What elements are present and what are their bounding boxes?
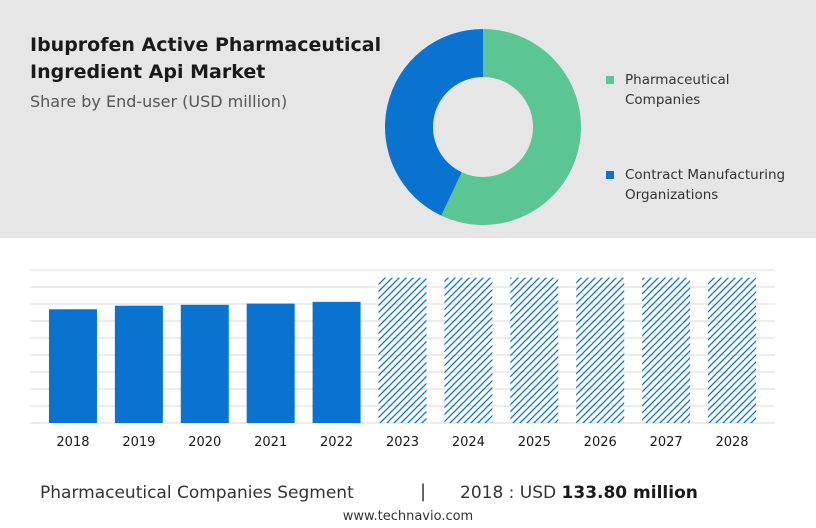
legend-swatch xyxy=(606,171,614,179)
donut-chart xyxy=(385,29,581,225)
value-amount: 133.80 million xyxy=(561,483,698,503)
bar-forecast xyxy=(510,277,559,423)
x-tick-label: 2018 xyxy=(56,435,89,450)
chart-subtitle: Share by End-user (USD million) xyxy=(30,92,288,111)
donut-slice xyxy=(385,29,483,216)
x-tick-label: 2027 xyxy=(650,435,683,450)
bar xyxy=(114,305,163,423)
bar-forecast xyxy=(576,277,625,423)
bar-forecast xyxy=(708,277,757,423)
x-tick-label: 2023 xyxy=(386,435,419,450)
x-tick-label: 2021 xyxy=(254,435,287,450)
bar-forecast xyxy=(378,277,427,423)
x-tick-label: 2022 xyxy=(320,435,353,450)
segment-value: 2018 : USD 133.80 million xyxy=(460,483,698,503)
footer-separator: | xyxy=(420,481,427,502)
source-url: www.technavio.com xyxy=(342,509,474,524)
donut-slice xyxy=(441,29,581,225)
segment-label: Pharmaceutical Companies Segment xyxy=(40,483,354,503)
value-prefix: 2018 : USD xyxy=(460,483,557,503)
bar-chart: 2018 2019 2020 2021 2022 2023 2024 2025 2026 2027… xyxy=(30,269,775,450)
x-tick-label: 2028 xyxy=(715,435,748,450)
bar xyxy=(48,309,97,423)
x-tick-label: 2026 xyxy=(584,435,617,450)
bar xyxy=(312,301,361,423)
bar-forecast xyxy=(444,277,493,423)
chart-title: Ibuprofen Active Pharmaceutical Ingredie… xyxy=(30,34,382,83)
x-tick-label: 2024 xyxy=(452,435,485,450)
x-tick-label: 2025 xyxy=(518,435,551,450)
x-tick-label: 2019 xyxy=(122,435,155,450)
x-tick-label: 2020 xyxy=(188,435,221,450)
legend-label: Contract Manufacturing Organizations xyxy=(625,167,786,203)
bar xyxy=(246,303,295,423)
legend-label: Pharmaceutical Companies xyxy=(625,72,730,108)
bar-forecast xyxy=(642,277,691,423)
legend-swatch xyxy=(606,76,614,84)
bar xyxy=(180,304,229,423)
